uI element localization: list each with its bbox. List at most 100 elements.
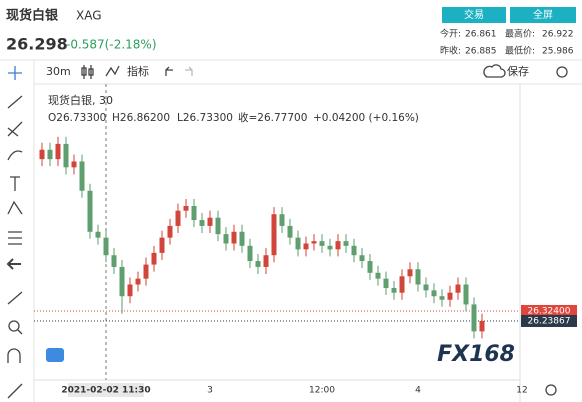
watermark: FX168 (437, 342, 515, 367)
x-tick-label: 12 (516, 386, 527, 396)
trade-button[interactable] (442, 7, 506, 23)
candle-body (311, 241, 317, 244)
x-tick-label: 2021-02-02 11:30 (61, 386, 150, 396)
trade-label[interactable]: 交易 (464, 8, 484, 21)
candle-body (471, 304, 477, 332)
candle-body (431, 290, 437, 297)
stat-label: 最高价: (505, 28, 535, 40)
candle-body (207, 217, 213, 226)
logo-icon (46, 348, 64, 362)
left-toolbar (6, 66, 23, 399)
stat-value: 25.986 (542, 47, 574, 57)
candle-body (343, 241, 349, 246)
symbol: XAG (76, 9, 102, 23)
candle-body (183, 206, 189, 211)
candle-body (303, 243, 309, 250)
candle-body (63, 143, 69, 168)
candle-body (39, 149, 45, 160)
candle-body (159, 237, 165, 253)
candle-body (103, 237, 109, 256)
candle-body (79, 161, 85, 191)
candle-body (367, 261, 373, 273)
candle-body (239, 231, 245, 246)
candle-body (287, 225, 293, 238)
candle-body (247, 245, 253, 262)
candle-body (351, 245, 357, 256)
candle-body (383, 278, 389, 289)
x-label-highlight (68, 383, 144, 397)
candle-body (295, 237, 301, 250)
candle-body (423, 284, 429, 291)
undo[interactable] (165, 66, 173, 76)
candle-body (479, 320, 485, 332)
cloud-icon[interactable] (483, 64, 506, 78)
price-tag-label: 26.32400 (528, 306, 571, 316)
candle-body (199, 220, 205, 226)
candle-body (175, 210, 181, 226)
candle-body (455, 284, 461, 293)
candle-body (71, 161, 77, 168)
candle-body (399, 276, 405, 293)
candle-body (359, 255, 365, 262)
fullscreen-label[interactable]: 全屏 (533, 8, 553, 21)
stat-label: 今开: (440, 28, 461, 40)
legend-name: 现货白银, 30 (48, 93, 113, 107)
candle-body (191, 206, 197, 221)
candle-body (279, 214, 285, 226)
stat-label: 昨收: (440, 45, 461, 57)
candle-body (375, 272, 381, 279)
price: 26.298 (6, 35, 68, 54)
candle-body (47, 149, 53, 160)
legend-item: H26.86200 (112, 112, 170, 124)
candle-body (223, 234, 229, 244)
candle-body (407, 269, 413, 277)
price-tag (521, 304, 577, 317)
candle-body (55, 143, 61, 160)
axis-settings[interactable] (545, 384, 557, 396)
legend-item: 收=26.77700 (238, 111, 307, 124)
stat-value: 26.922 (542, 30, 574, 40)
x-tick-label: 4 (415, 386, 421, 396)
candle-body (271, 214, 277, 256)
candle-body (87, 190, 93, 232)
candle-body (95, 231, 101, 238)
candle-body (255, 261, 261, 267)
indicators[interactable]: 指标 (127, 64, 149, 78)
candle-body (263, 255, 269, 267)
change: -0.587(-2.18%) (66, 38, 157, 52)
save[interactable]: 保存 (507, 64, 529, 78)
redo[interactable] (185, 66, 193, 76)
indicator-icon[interactable] (105, 65, 120, 77)
candle-body (167, 225, 173, 238)
candle-body (127, 284, 133, 297)
interval[interactable]: 30m (46, 65, 71, 78)
candle-body (143, 264, 149, 279)
candle-body (135, 278, 141, 285)
stat-value: 26.885 (465, 47, 497, 57)
candle-body (319, 241, 325, 246)
fullscreen-button[interactable] (510, 7, 576, 23)
legend-item: L26.73300 (177, 112, 233, 124)
candle-body (391, 288, 397, 293)
candle-body (463, 284, 469, 305)
price-tag (521, 314, 577, 327)
settings[interactable] (556, 66, 568, 78)
legend-item: +0.04200 (+0.16%) (313, 112, 419, 124)
price-tag-label: 26.23867 (528, 316, 571, 326)
x-tick-label: 3 (207, 386, 213, 396)
legend-item: O26.73300 (48, 112, 106, 124)
candle-body (439, 296, 445, 300)
candle-body (151, 252, 157, 265)
x-tick-label: 12:00 (309, 386, 335, 396)
stat-label: 最低价: (505, 45, 535, 57)
candle-icon[interactable] (81, 65, 94, 79)
candle-body (231, 231, 237, 244)
candle-body (327, 245, 333, 250)
candle-body (111, 255, 117, 267)
candle-body (119, 266, 125, 297)
candle-body (215, 217, 221, 235)
candle-body (415, 269, 421, 285)
candle-body (335, 241, 341, 250)
title: 现货白银 (6, 8, 59, 24)
